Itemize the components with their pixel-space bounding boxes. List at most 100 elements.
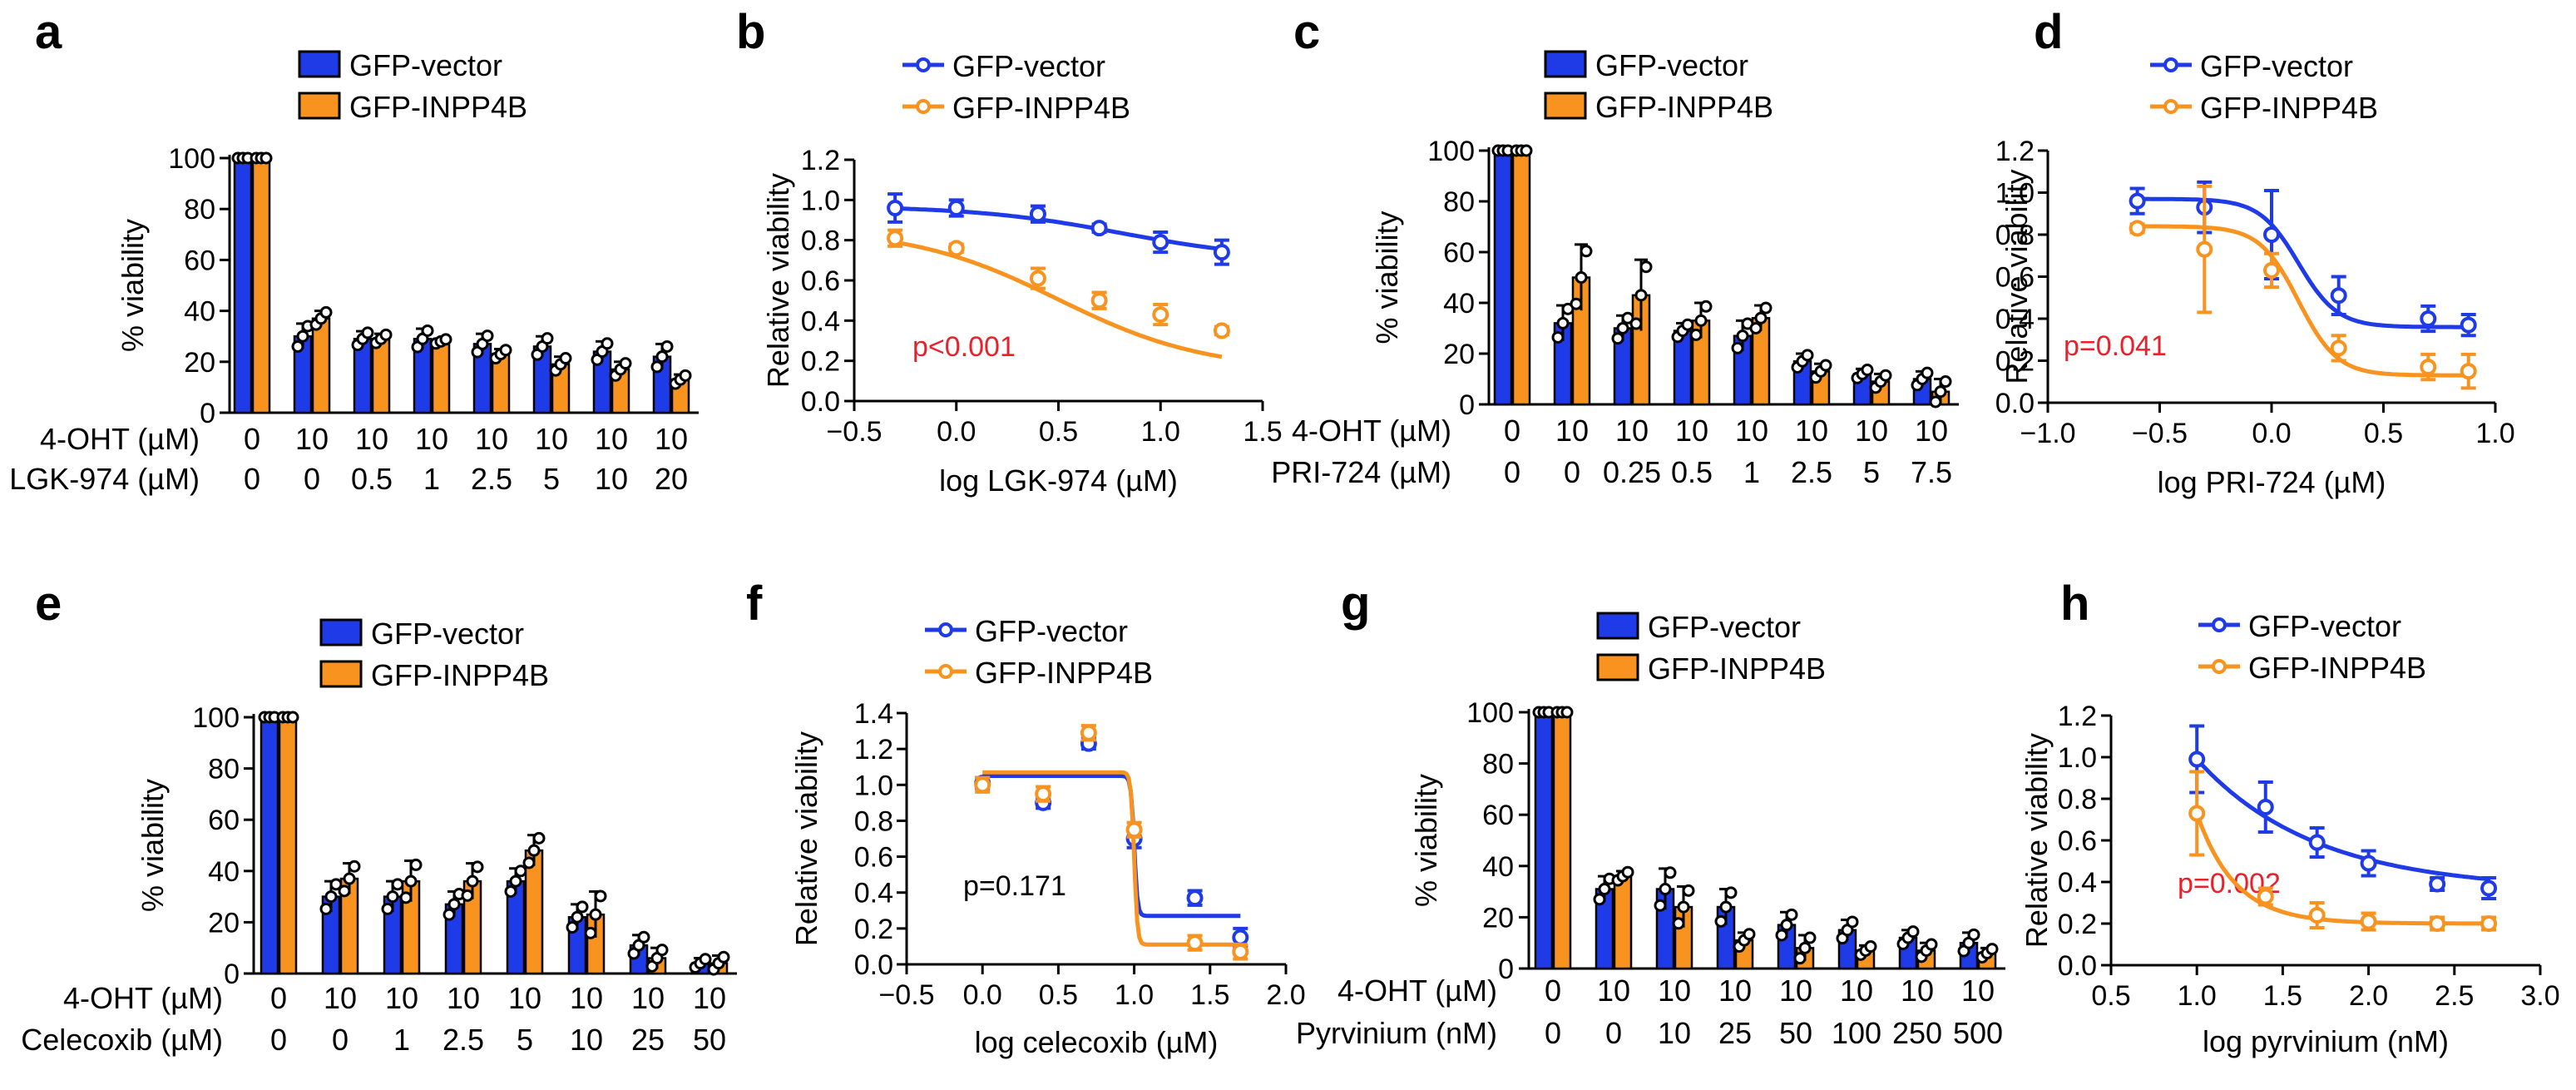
replicate-dot	[319, 902, 333, 915]
y-tick-label: 40	[1482, 851, 1514, 883]
replicate-dot	[717, 950, 730, 964]
x-tick-label: 2.0	[2349, 980, 2388, 1012]
data-point-inpp4b	[1080, 724, 1097, 741]
y-tick-label: 0.0	[2058, 950, 2097, 982]
y-tick-label: 0.8	[2058, 784, 2097, 815]
y-tick-label: 1.0	[2058, 742, 2097, 774]
y-axis-title: % viability	[1370, 211, 1404, 344]
legend-label-inpp4b: GFP-INPP4B	[2248, 651, 2426, 685]
replicate-dot	[1714, 914, 1728, 928]
bar-inpp4b	[371, 338, 391, 414]
data-point-inpp4b	[2460, 363, 2477, 380]
replicate-dot	[1570, 297, 1583, 310]
replicate-dot	[594, 889, 607, 903]
fit-curve-vector	[895, 206, 1223, 251]
y-tick-label: 1.4	[854, 698, 893, 730]
replicate-dot	[466, 874, 479, 888]
y-tick-label: 80	[208, 754, 240, 785]
replicate-dot	[509, 874, 522, 888]
legend-label-vector: GFP-vector	[952, 49, 1105, 83]
y-tick-label: 1.2	[2058, 701, 2097, 732]
replicate-dot	[1801, 349, 1814, 362]
category-label: 25	[631, 1023, 665, 1057]
replicate-dot	[286, 711, 299, 724]
replicate-dot	[541, 332, 554, 345]
replicate-dot	[1520, 144, 1533, 157]
data-point-vector	[947, 200, 965, 216]
category-label: 10	[295, 422, 329, 456]
replicate-dot	[1736, 329, 1749, 343]
y-tick-label: 0	[200, 398, 215, 429]
data-point-vector	[1090, 220, 1108, 237]
replicate-dot	[447, 898, 461, 911]
replicate-dot	[1864, 940, 1877, 954]
category-label: 10	[655, 422, 688, 456]
y-tick-label: 0.2	[1995, 346, 2035, 378]
panel-letter-a: a	[35, 5, 62, 59]
y-tick-label: 0.2	[801, 346, 840, 378]
data-point-inpp4b	[1029, 270, 1046, 287]
y-axis-title: Relative viability	[761, 173, 795, 388]
y-tick-label: 0.8	[854, 805, 893, 837]
category-label: 0.5	[351, 462, 393, 496]
replicate-dot	[1611, 332, 1624, 345]
category-label: 2.5	[471, 462, 512, 496]
data-point-inpp4b	[2196, 240, 2213, 258]
y-tick-label: 0.4	[854, 878, 893, 909]
category-label: 10	[1555, 414, 1589, 448]
replicate-dot	[1654, 899, 1667, 912]
legend-label-inpp4b: GFP-INPP4B	[2200, 91, 2378, 125]
category-label: 10	[693, 981, 726, 1015]
bar-inpp4b	[431, 340, 451, 414]
data-point-vector	[2188, 751, 2206, 768]
replicate-dot	[1694, 314, 1708, 327]
replicate-dot	[379, 328, 393, 341]
data-point-inpp4b	[1090, 292, 1108, 310]
x-axis-title: log PRI-724 (µM)	[2158, 465, 2386, 499]
y-tick-label: 100	[168, 143, 215, 175]
bar-inpp4b	[1613, 874, 1633, 970]
replicate-dot	[514, 865, 527, 878]
replicate-dot	[1925, 938, 1938, 951]
bar-inpp4b	[1511, 149, 1531, 406]
replicate-dot	[655, 350, 669, 364]
replicate-dot	[1724, 886, 1738, 899]
replicate-dot	[1743, 928, 1756, 941]
y-tick-label: 0.6	[854, 842, 893, 874]
y-axis-title: % viability	[136, 779, 170, 912]
y-tick-label: 1.0	[1995, 178, 2035, 210]
y-tick-label: 1.2	[1995, 136, 2035, 167]
fit-curve-vector	[2137, 196, 2469, 329]
x-axis-title: log LGK-974 (µM)	[939, 463, 1178, 498]
legend-label-inpp4b: GFP-INPP4B	[349, 90, 527, 124]
replicate-dot	[499, 344, 512, 357]
row-label: 4-OHT (µM)	[40, 422, 200, 456]
category-label: 10	[1779, 974, 1812, 1008]
category-label: 10	[1855, 414, 1888, 448]
x-tick-label: −0.5	[826, 416, 882, 448]
category-label: 10	[595, 422, 628, 456]
x-tick-label: 1.0	[2178, 980, 2217, 1012]
replicate-dot	[522, 856, 536, 870]
replicate-dot	[1681, 318, 1694, 331]
data-point-vector	[2360, 855, 2377, 872]
y-tick-label: 1.0	[854, 770, 893, 801]
replicate-dot	[1759, 301, 1773, 315]
replicate-dot	[619, 357, 632, 370]
category-label: 0	[244, 422, 260, 456]
category-label: 10	[1597, 974, 1630, 1008]
replicate-dot	[527, 844, 541, 857]
panel-d: GFP-vector GFP-INPP4B 0.0 0.2 0.4 0.6 0.8 1.0 1.…	[1995, 49, 2515, 499]
data-point-vector	[2480, 879, 2498, 897]
category-label: 10	[324, 981, 357, 1015]
x-tick-label: 0.5	[2091, 980, 2130, 1012]
bar-inpp4b	[278, 716, 298, 975]
panel-b: GFP-vector GFP-INPP4B 0.0 0.2 0.4 0.6 0.8 1.0 1.…	[761, 49, 1283, 498]
replicate-dot	[679, 369, 692, 382]
category-label: 10	[1795, 414, 1828, 448]
category-label: 10	[1735, 414, 1768, 448]
replicate-dot	[1593, 893, 1606, 906]
y-tick-label: 0.6	[2058, 825, 2097, 857]
